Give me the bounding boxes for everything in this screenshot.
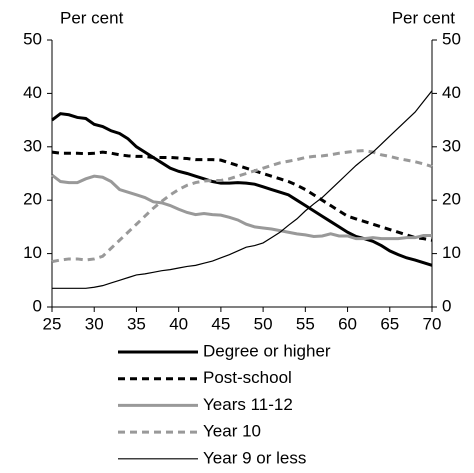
series-line: [51, 150, 433, 242]
legend-label: Degree or higher: [203, 341, 331, 360]
series-line: [52, 90, 433, 289]
x-tick-label: 40: [169, 314, 188, 333]
x-tick-label: 45: [211, 314, 230, 333]
x-tick-label: 30: [85, 314, 104, 333]
x-tick-label: 25: [43, 314, 62, 333]
series-line: [51, 173, 432, 241]
y-tick-label: 0: [33, 296, 42, 315]
x-tick-label: 55: [296, 314, 315, 333]
y-tick-label: 50: [23, 29, 42, 48]
y-axis-label: Per cent: [60, 8, 124, 27]
y2-tick-label: 0: [442, 296, 451, 315]
y-tick-label: 10: [23, 243, 42, 262]
legend-label: Years 11-12: [203, 395, 293, 414]
y2-tick-label: 50: [442, 29, 461, 48]
series-line: [51, 149, 433, 264]
y2-tick-label: 30: [442, 136, 461, 155]
y2-tick-label: 20: [442, 190, 461, 209]
y-tick-label: 40: [23, 83, 42, 102]
x-tick-label: 50: [254, 314, 273, 333]
y-tick-label: 20: [23, 190, 42, 209]
y-tick-label: 30: [23, 136, 42, 155]
y2-axis-label: Per cent: [392, 8, 456, 27]
y2-tick-label: 40: [442, 83, 461, 102]
x-tick-label: 60: [338, 314, 357, 333]
x-tick-label: 65: [380, 314, 399, 333]
legend-label: Year 9 or less: [203, 448, 306, 467]
x-tick-label: 70: [423, 314, 442, 333]
y2-tick-label: 10: [442, 243, 461, 262]
series-line: [51, 112, 433, 267]
x-tick-label: 35: [127, 314, 146, 333]
legend-label: Year 10: [203, 422, 261, 441]
legend-label: Post-school: [203, 368, 292, 387]
